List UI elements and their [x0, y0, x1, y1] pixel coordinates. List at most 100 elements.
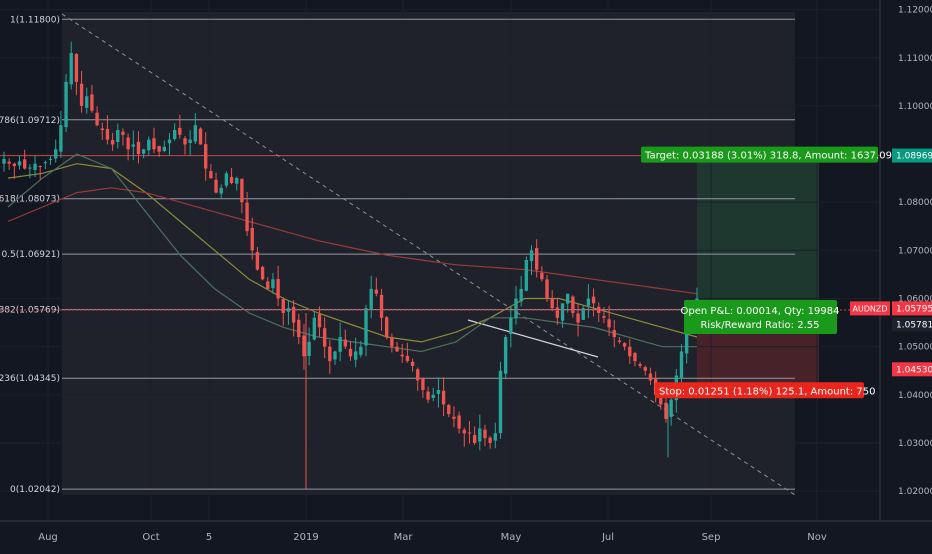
candle-body: [178, 127, 182, 135]
price-tag-bg: [892, 317, 932, 332]
candle-body: [364, 308, 368, 346]
stop-label[interactable]: Stop: 0.01251 (1.18%) 125.1, Amount: 750: [655, 382, 875, 399]
candle-body: [250, 228, 254, 251]
open-pl-box[interactable]: Open P&L: 0.00014, Qty: 19984 Risk/Reward…: [681, 300, 840, 334]
moving-average-line: [7, 163, 698, 343]
candle-body: [131, 144, 135, 147]
candle-body: [591, 296, 596, 304]
candle-body: [348, 348, 353, 357]
y-tick-label: 1.04000: [898, 391, 932, 401]
candle-body: [421, 377, 425, 390]
symbol-tag-text: AUDNZD: [852, 304, 887, 313]
candle-body: [369, 288, 373, 310]
candle-body: [602, 316, 606, 318]
candle-body: [503, 337, 508, 374]
candle-body: [214, 179, 218, 193]
moving-averages: [7, 153, 698, 353]
grid-lines: [0, 0, 880, 521]
candle-body: [291, 306, 296, 323]
candle-body: [524, 260, 529, 291]
candle-body: [23, 159, 27, 169]
candle-body: [638, 364, 642, 366]
risk-reward-text: Risk/Reward Ratio: 2.55: [700, 320, 819, 331]
candle-body: [240, 178, 244, 203]
candle-body: [172, 130, 177, 139]
candle-body: [260, 266, 265, 280]
candle-body: [204, 144, 208, 169]
candle-body: [509, 317, 513, 334]
candle-body: [374, 289, 379, 294]
y-tick-label: 1.08000: [898, 198, 932, 208]
candle-body: [586, 298, 591, 306]
candle-body: [59, 125, 63, 152]
x-tick-label: Jul: [601, 532, 614, 543]
candle-body: [38, 166, 42, 168]
candle-body: [95, 112, 99, 126]
x-tick-label: 5: [206, 532, 212, 543]
y-tick-label: 1.05000: [898, 343, 932, 353]
candle-body: [328, 346, 332, 362]
candle-body: [576, 313, 580, 323]
candle-body: [48, 158, 53, 160]
candle-body: [483, 429, 487, 439]
x-tick-label: May: [501, 532, 522, 543]
fib-level-label: 0(1.02042): [10, 485, 60, 495]
candle-body: [136, 141, 141, 155]
candle-body: [684, 327, 689, 354]
candle-body: [529, 250, 534, 262]
fib-level-label: 0.618(1.08073): [0, 195, 60, 205]
candle-body: [245, 202, 249, 232]
candle-body: [69, 52, 73, 85]
y-tick-label: 1.03000: [898, 439, 932, 449]
candle-body: [297, 319, 301, 338]
candle-body: [400, 354, 404, 357]
candle-body: [612, 329, 616, 338]
candle-body: [447, 405, 451, 415]
candle-body: [550, 298, 554, 309]
fib-level-label: 1(1.11800): [10, 15, 60, 25]
candle-body: [385, 317, 389, 338]
candle-body: [224, 173, 229, 186]
price-tag-bg: [892, 301, 932, 316]
candle-body: [33, 163, 37, 171]
candle-body: [648, 373, 653, 381]
open-pl-box-bg: [684, 300, 837, 334]
candle-body: [209, 171, 213, 179]
candle-body: [183, 138, 187, 145]
candle-body: [478, 428, 482, 442]
candle-body: [622, 343, 627, 347]
candle-body: [193, 125, 198, 142]
candle-body: [431, 394, 435, 398]
price-tag-text: 1.04530: [896, 365, 932, 375]
position-labels: Target: 0.03188 (3.01%) 318.8, Amount: 1…: [641, 146, 932, 399]
candle-body: [379, 294, 384, 318]
candle-body: [467, 432, 472, 434]
candle-body: [17, 161, 22, 166]
price-tag-text: 1.05781: [896, 320, 932, 330]
candle-body: [271, 279, 275, 289]
moving-average-line: [7, 153, 697, 353]
candle-body: [64, 81, 68, 128]
target-label-text: Target: 0.03188 (3.01%) 318.8, Amount: 1…: [644, 151, 892, 162]
stop-label-text: Stop: 0.01251 (1.18%) 125.1, Amount: 750: [659, 386, 875, 397]
candle-body: [100, 128, 104, 130]
x-tick-label: Oct: [142, 532, 159, 543]
candle-body: [188, 139, 192, 144]
candle-body: [452, 416, 456, 419]
candle-body: [198, 128, 203, 145]
trendline-solid[interactable]: [467, 319, 599, 358]
y-tick-label: 1.02000: [898, 487, 932, 497]
candle-body: [219, 187, 223, 194]
candle-body: [534, 248, 539, 270]
trendline-dashed[interactable]: [61, 13, 796, 496]
candle-body: [472, 434, 477, 443]
candle-body: [302, 335, 306, 357]
candle-body: [110, 140, 115, 145]
candle-body: [571, 296, 575, 313]
candle-body: [235, 178, 239, 184]
candle-body: [7, 161, 11, 164]
candle-body: [617, 340, 622, 342]
candle-body: [43, 162, 48, 164]
target-label[interactable]: Target: 0.03188 (3.01%) 318.8, Amount: 1…: [641, 146, 892, 163]
